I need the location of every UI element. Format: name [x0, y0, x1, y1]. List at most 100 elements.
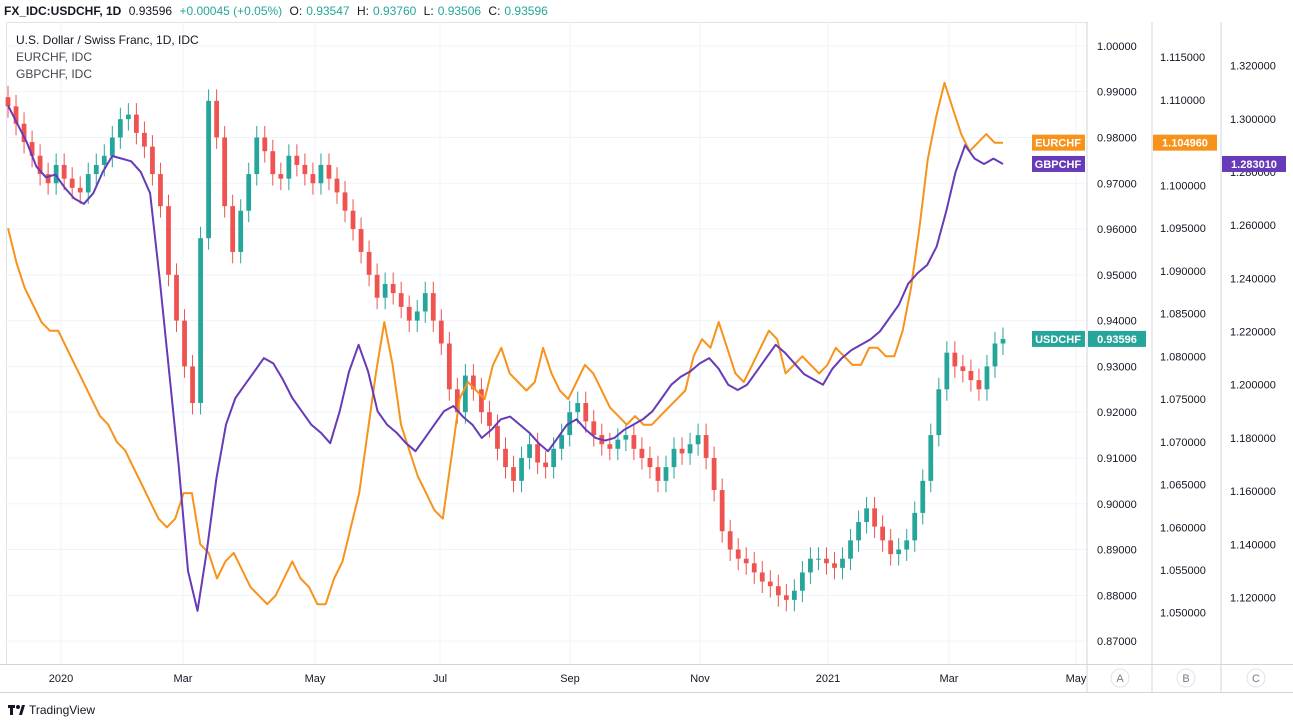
candle-body	[775, 586, 781, 596]
x-tick-label: Nov	[690, 673, 710, 685]
series-layer	[5, 81, 1006, 612]
candle-body	[430, 293, 436, 321]
series-name-tag	[1032, 134, 1085, 151]
high-label: H:	[356, 4, 369, 18]
series-value-tag	[1222, 155, 1286, 172]
candle-body	[1000, 338, 1006, 344]
series-name-tag	[1032, 155, 1085, 172]
candle-body	[142, 132, 147, 147]
series-value-label: 0.93596	[1097, 334, 1137, 346]
candle-body	[687, 444, 693, 454]
candle-body	[438, 320, 444, 344]
candle-body	[920, 480, 926, 513]
symbol-header: FX_IDC:USDCHF, 1D 0.93596 +0.00045 (+0.0…	[0, 0, 1293, 22]
candle-body	[928, 435, 934, 481]
candle-body	[487, 412, 492, 426]
axis-a-tick-label: 0.90000	[1097, 499, 1137, 511]
candle-body	[230, 206, 236, 252]
candle-body	[880, 526, 886, 541]
candle-body	[639, 448, 645, 458]
candle-body	[800, 572, 805, 591]
close-label: C:	[488, 4, 501, 18]
axis-b-tick-label: 1.060000	[1160, 522, 1206, 534]
candle-body	[406, 306, 412, 321]
series-value-label: 1.283010	[1231, 159, 1277, 171]
axis-b-name: B	[1182, 673, 1189, 685]
brand-name: TradingView	[29, 703, 96, 717]
candle-body	[270, 151, 276, 175]
series-value-tag	[1153, 134, 1217, 151]
candle-body	[109, 137, 115, 156]
axis-b-tick-label: 1.090000	[1160, 266, 1206, 278]
close-value: 0.93596	[504, 4, 548, 18]
candle-body	[334, 178, 340, 193]
candle-body	[286, 155, 292, 179]
series-value-label: 1.104960	[1162, 138, 1208, 150]
candle-body	[832, 563, 837, 568]
candle-body	[968, 370, 974, 381]
candle-body	[647, 457, 653, 468]
candle-body	[743, 558, 749, 564]
candle-body	[310, 174, 316, 184]
candle-body	[150, 146, 155, 175]
candle-body	[69, 178, 75, 188]
candle-body	[214, 100, 220, 138]
candle-body	[342, 192, 348, 211]
candle-body	[543, 462, 549, 468]
legend-eurchf[interactable]: EURCHF, IDC	[16, 50, 93, 64]
grid	[6, 23, 1087, 664]
candle-body	[759, 572, 765, 582]
axis-a-tick-label: 0.88000	[1097, 590, 1137, 602]
x-tick-label: 2021	[816, 673, 840, 685]
axis-c-tick-label: 1.220000	[1230, 327, 1276, 339]
candle-body	[695, 435, 701, 445]
candle-body	[791, 590, 797, 600]
x-tick-label: May	[1066, 673, 1087, 685]
candle-body	[904, 540, 910, 550]
candle-body	[655, 467, 661, 481]
chart-legend: U.S. Dollar / Swiss Franc, 1D, IDC EURCH…	[16, 32, 199, 83]
candle-body	[125, 114, 131, 120]
axes: 2020 Mar May Jul Sep Nov 2021 Mar May 1.00000 0.99…	[0, 22, 1293, 693]
candle-body	[390, 283, 396, 294]
candle-body	[5, 97, 11, 107]
legend-main[interactable]: U.S. Dollar / Swiss Franc, 1D, IDC	[16, 33, 199, 47]
candle-body	[374, 274, 380, 298]
candle-body	[350, 210, 356, 230]
candle-body	[45, 174, 51, 184]
candle-body	[735, 549, 741, 559]
open-value: 0.93547	[306, 4, 350, 18]
candle-body	[583, 403, 589, 422]
axis-a-tick-label: 0.99000	[1097, 87, 1137, 99]
candle-body	[462, 375, 468, 413]
axis-a-tick-label: 0.94000	[1097, 316, 1137, 328]
series-name-label: USDCHF	[1035, 334, 1081, 346]
last-value-tags: USDCHF 0.93596 EURCHF 1.104960 GBPCHF 1.28301…	[1032, 134, 1286, 347]
candle-body	[952, 352, 958, 367]
symbol-title[interactable]: FX_IDC:USDCHF, 1D	[4, 4, 122, 18]
price-change: +0.00045 (+0.05%)	[179, 4, 283, 18]
candle-body	[318, 164, 324, 184]
candle-body	[631, 435, 637, 449]
candle-body	[190, 366, 195, 404]
candle-body	[591, 421, 597, 436]
candle-body	[503, 448, 508, 468]
footer-brand[interactable]: TradingView	[8, 703, 95, 717]
axis-a-tick-label: 0.87000	[1097, 636, 1137, 648]
candle-body	[262, 137, 268, 152]
x-tick-label: May	[305, 673, 326, 685]
candle-body	[840, 558, 845, 568]
candle-body	[719, 490, 725, 532]
candle-body	[93, 164, 99, 175]
candle-body	[912, 512, 918, 541]
open-label: O:	[289, 4, 303, 18]
candle-body	[454, 389, 460, 413]
axis-b-tick-label: 1.080000	[1160, 351, 1206, 363]
candle-body	[222, 137, 228, 207]
candle-body	[294, 155, 300, 165]
legend-gbpchf[interactable]: GBPCHF, IDC	[16, 67, 93, 81]
axis-b-tick-label: 1.050000	[1160, 608, 1206, 620]
candle-body	[767, 581, 773, 587]
axis-a-tick-label: 1.00000	[1097, 41, 1137, 53]
